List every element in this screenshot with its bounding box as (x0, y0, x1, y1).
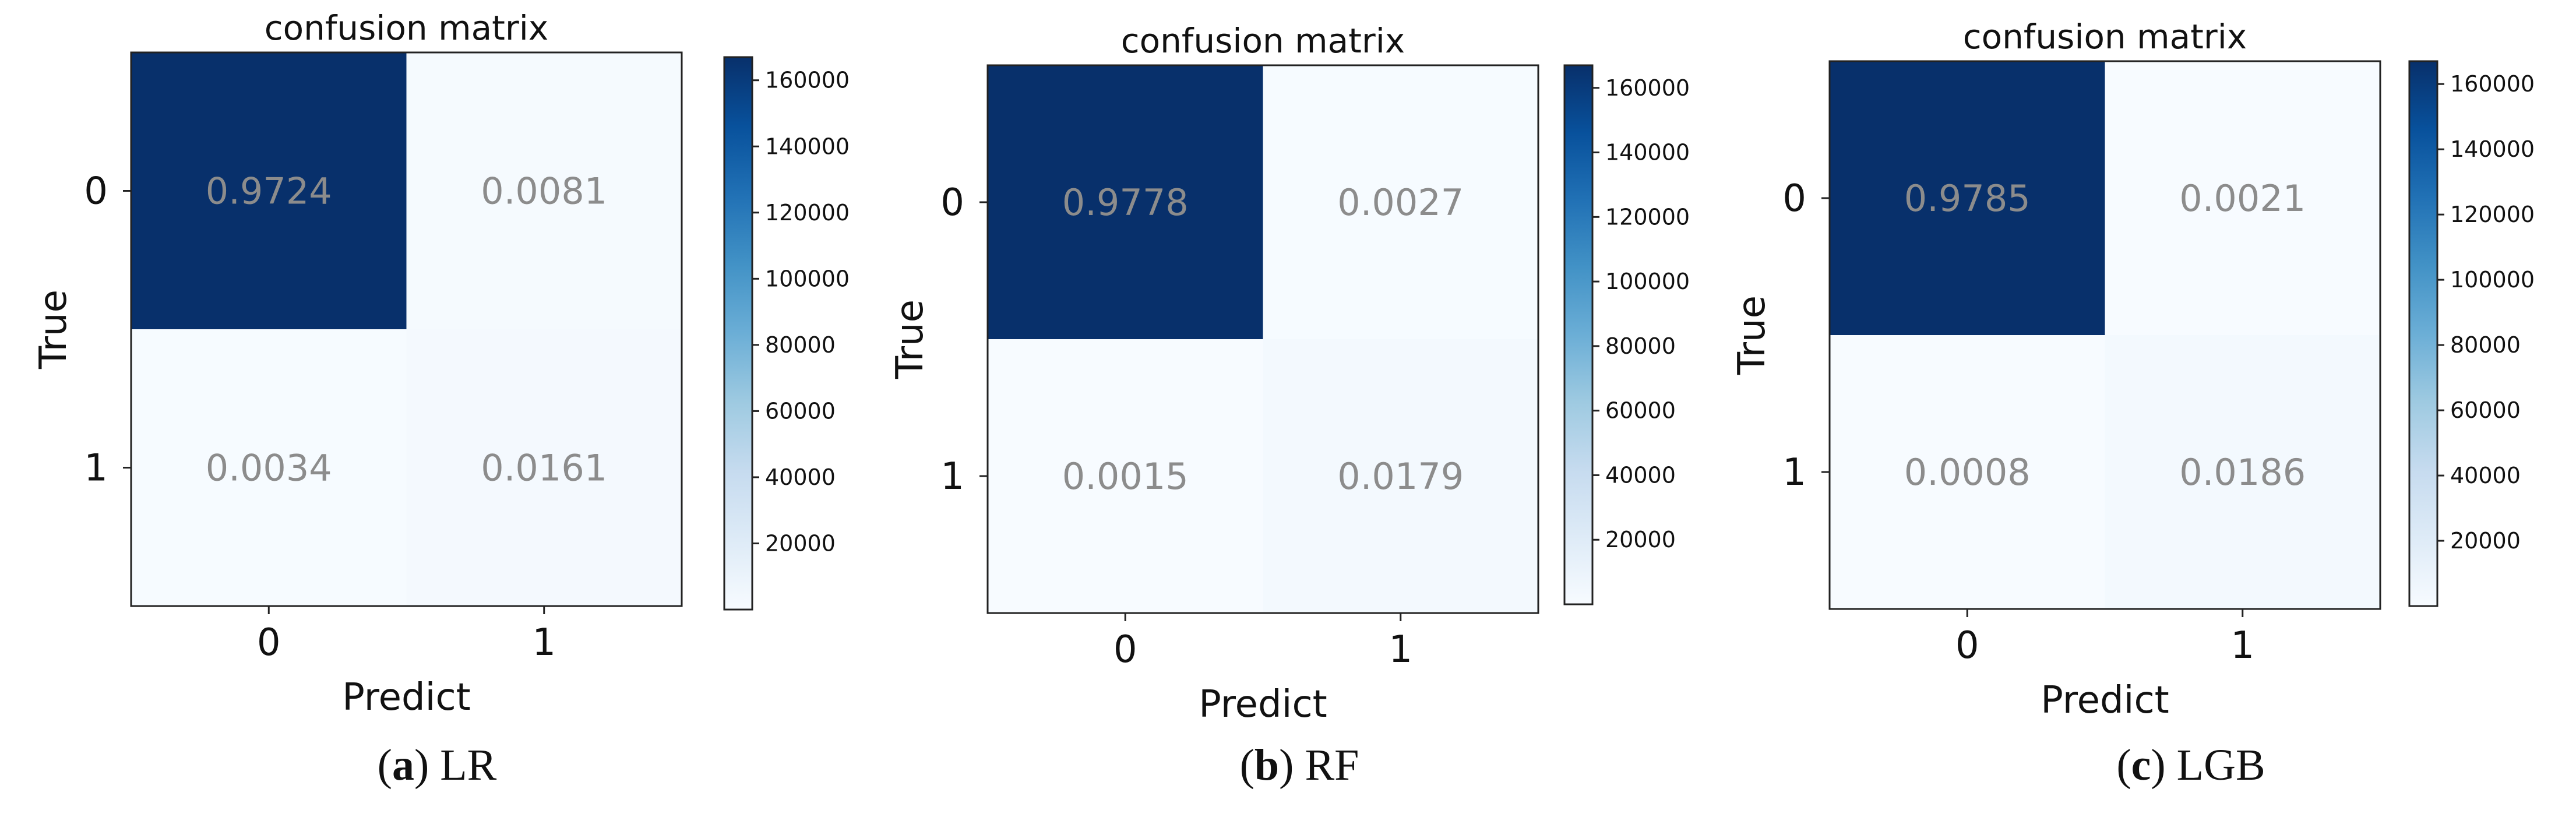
colorbar-tick-label: 80000 (2450, 332, 2521, 358)
caption-text: LGB (2176, 741, 2265, 790)
confusion-matrix-panel-3: confusion matrix 0.9785 0.0021 0.0008 0.0186… (1731, 17, 2535, 722)
colorbar-tick-label: 80000 (1605, 333, 1676, 359)
heatmap-cell (1830, 335, 2105, 609)
caption-letter: b (1254, 741, 1280, 790)
heatmap-cell (2105, 335, 2380, 609)
heatmap-frame (130, 51, 683, 607)
x-axis-label: Predict (342, 676, 470, 719)
colorbar (1563, 64, 1594, 605)
caption-a: (a) LR (377, 741, 497, 790)
y-tick-label: 1 (1782, 451, 1806, 494)
cell-value-label: 0.0008 (1904, 451, 2031, 494)
cell-value-label: 0.0015 (1062, 455, 1189, 498)
colorbar-tick-label: 100000 (2450, 267, 2535, 293)
colorbar-tick-label: 140000 (1605, 140, 1690, 165)
colorbar-tick-label: 20000 (2450, 528, 2521, 554)
colorbar (723, 56, 753, 611)
chart-title: confusion matrix (265, 8, 548, 48)
y-tick-label: 0 (940, 181, 964, 224)
x-tick-label: 0 (1113, 628, 1137, 671)
colorbar-tick-label: 160000 (1605, 75, 1690, 101)
cell-value-label: 0.0021 (2179, 177, 2306, 220)
caption-c: (c) LGB (2116, 741, 2265, 790)
heatmap-cell (988, 339, 1263, 613)
caption-text: RF (1305, 741, 1359, 790)
heatmap-cell (131, 52, 407, 329)
heatmap-frame (986, 64, 1539, 614)
caption-text: LR (440, 741, 497, 790)
heatmap-cell (1263, 65, 1538, 339)
caption-letter: c (2131, 741, 2151, 790)
cell-value-label: 0.0161 (481, 447, 607, 490)
colorbar-tick-label: 40000 (765, 464, 836, 490)
x-tick-label: 1 (532, 621, 556, 664)
x-axis-label: Predict (2041, 679, 2169, 722)
cell-value-label: 0.0179 (1337, 455, 1464, 498)
cell-value-label: 0.9778 (1062, 181, 1189, 224)
y-tick-label: 0 (84, 170, 108, 213)
colorbar-tick-label: 100000 (1605, 269, 1690, 294)
colorbar-tick-label: 160000 (765, 68, 850, 93)
caption-letter: a (392, 741, 414, 790)
heatmap-cell (131, 329, 407, 606)
colorbar-tick-label: 60000 (2450, 397, 2521, 423)
cell-value-label: 0.0081 (481, 170, 607, 213)
colorbar-tick-label: 80000 (765, 332, 836, 358)
heatmap-cell (988, 65, 1263, 339)
cell-value-label: 0.9785 (1904, 177, 2031, 220)
heatmap-cell (406, 52, 682, 329)
colorbar-tick-label: 140000 (765, 133, 850, 159)
colorbar-tick-label: 120000 (765, 200, 850, 226)
x-tick-label: 0 (257, 621, 281, 664)
heatmap-frame (1828, 60, 2381, 610)
colorbar-tick-label: 140000 (2450, 136, 2535, 162)
x-tick-label: 0 (1955, 624, 1979, 667)
heatmap-cell (2105, 61, 2380, 335)
colorbar (2408, 60, 2438, 607)
cell-value-label: 0.0027 (1337, 181, 1464, 224)
y-axis-label: True (32, 290, 75, 369)
y-axis-label: True (1731, 295, 1774, 375)
heatmap-cell (1263, 339, 1538, 613)
y-axis-label: True (889, 300, 932, 379)
caption-b: (b) RF (1239, 741, 1359, 790)
heatmap-cell (1830, 61, 2105, 335)
colorbar-tick-label: 60000 (765, 398, 836, 424)
colorbar-tick-label: 120000 (1605, 204, 1690, 230)
colorbar-tick-label: 100000 (765, 266, 850, 291)
x-axis-label: Predict (1199, 683, 1327, 726)
y-tick-label: 1 (84, 447, 108, 490)
confusion-matrix-panel-1: confusion matrix 0.9724 0.0081 0.0034 0.0161… (32, 8, 850, 719)
y-tick-label: 1 (940, 455, 964, 498)
chart-title: confusion matrix (1963, 17, 2247, 57)
chart-title: confusion matrix (1121, 21, 1405, 61)
colorbar-tick-label: 40000 (1605, 462, 1676, 488)
cell-value-label: 0.0186 (2179, 451, 2306, 494)
colorbar-tick-label: 120000 (2450, 202, 2535, 227)
cell-value-label: 0.9724 (206, 170, 332, 213)
colorbar-tick-label: 160000 (2450, 71, 2535, 97)
colorbar-tick-label: 20000 (1605, 527, 1676, 552)
y-tick-label: 0 (1782, 177, 1806, 220)
colorbar-tick-label: 60000 (1605, 398, 1676, 424)
colorbar-tick-label: 20000 (765, 530, 836, 556)
cell-value-label: 0.0034 (206, 447, 332, 490)
confusion-matrix-panel-2: confusion matrix 0.9778 0.0027 0.0015 0.0179… (889, 21, 1690, 726)
x-tick-label: 1 (1389, 628, 1412, 671)
heatmap-cell (406, 329, 682, 606)
colorbar-tick-label: 40000 (2450, 463, 2521, 488)
x-tick-label: 1 (2230, 624, 2254, 667)
